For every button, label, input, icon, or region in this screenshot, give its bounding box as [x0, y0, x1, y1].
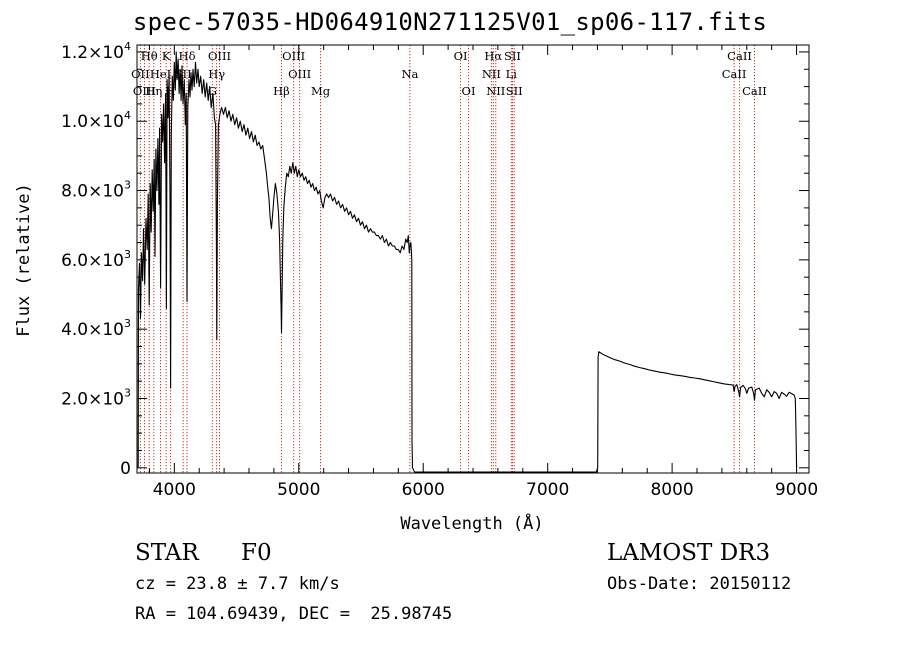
- y-tick-label-2: 4.0×103: [61, 317, 131, 340]
- survey-name: LAMOST DR3: [607, 540, 771, 566]
- line-label-27: CaII: [742, 84, 767, 98]
- plot-frame: [136, 44, 810, 474]
- line-label-5: OI: [454, 49, 468, 63]
- line-label-19: Hη: [145, 84, 162, 98]
- ra-dec-coords: RA = 104.69439, DEC = 25.98745: [135, 604, 453, 624]
- y-axis-ticks: 0 2.0×103 4.0×103 6.0×103 8.0×103 1.0×104 1.2×…: [61, 40, 809, 479]
- x-axis-ticks: 4000 5000 6000 7000 8000 9000: [148, 45, 818, 500]
- line-label-9: OII: [131, 67, 150, 81]
- flux-series-line: [137, 51, 798, 473]
- line-label-17: CaII: [722, 67, 747, 81]
- object-subclass: F0: [241, 540, 272, 566]
- line-label-21: G: [208, 84, 217, 98]
- line-label-6: Hα: [484, 49, 502, 63]
- x-tick-label-3: 7000: [526, 480, 569, 500]
- redshift-cz: cz = 23.8 ± 7.7 km/s: [135, 574, 340, 594]
- line-label-16: Li: [506, 67, 518, 81]
- line-label-25: NII: [486, 84, 505, 98]
- line-label-7: SII: [504, 49, 521, 63]
- line-label-8: CaII: [727, 49, 752, 63]
- line-label-23: Mg: [311, 84, 331, 98]
- observation-date: Obs-Date: 20150112: [607, 574, 792, 594]
- object-class: STAR: [135, 540, 199, 566]
- line-label-14: Na: [401, 67, 418, 81]
- y-axis-label: Flux (relative): [14, 183, 34, 337]
- spectral-line-markers: [139, 45, 755, 473]
- line-label-20: H: [166, 84, 176, 98]
- y-tick-label-1: 2.0×103: [61, 386, 131, 409]
- x-tick-label-4: 8000: [650, 480, 693, 500]
- line-label-15: NII: [482, 67, 501, 81]
- y-tick-label-4: 8.0×103: [61, 179, 131, 202]
- chart-title: spec-57035-HD064910N271125V01_sp06-117.f…: [132, 8, 768, 36]
- line-label-12: Hγ: [208, 67, 225, 81]
- x-tick-label-5: 9000: [775, 480, 818, 500]
- line-label-26: SII: [506, 84, 523, 98]
- line-label-10: HeI: [150, 67, 171, 81]
- line-label-24: OI: [462, 84, 476, 98]
- y-tick-label-5: 1.0×104: [61, 109, 131, 132]
- line-label-4: OIII: [282, 49, 305, 63]
- y-tick-label-6: 1.2×104: [61, 40, 131, 63]
- line-label-22: Hβ: [273, 84, 290, 98]
- x-tick-label-0: 4000: [153, 480, 196, 500]
- line-label-2: Hδ: [179, 49, 196, 63]
- line-label-3: OIII: [208, 49, 231, 63]
- line-label-1: K: [162, 49, 171, 63]
- line-label-0: Hθ: [141, 49, 158, 63]
- y-tick-label-3: 6.0×103: [61, 248, 131, 271]
- x-tick-label-1: 5000: [277, 480, 320, 500]
- line-label-13: OIII: [288, 67, 311, 81]
- x-axis-label: Wavelength (Å): [400, 512, 543, 534]
- x-tick-label-2: 6000: [402, 480, 445, 500]
- y-tick-label-0: 0: [120, 459, 131, 479]
- line-label-18: OIII: [133, 84, 156, 98]
